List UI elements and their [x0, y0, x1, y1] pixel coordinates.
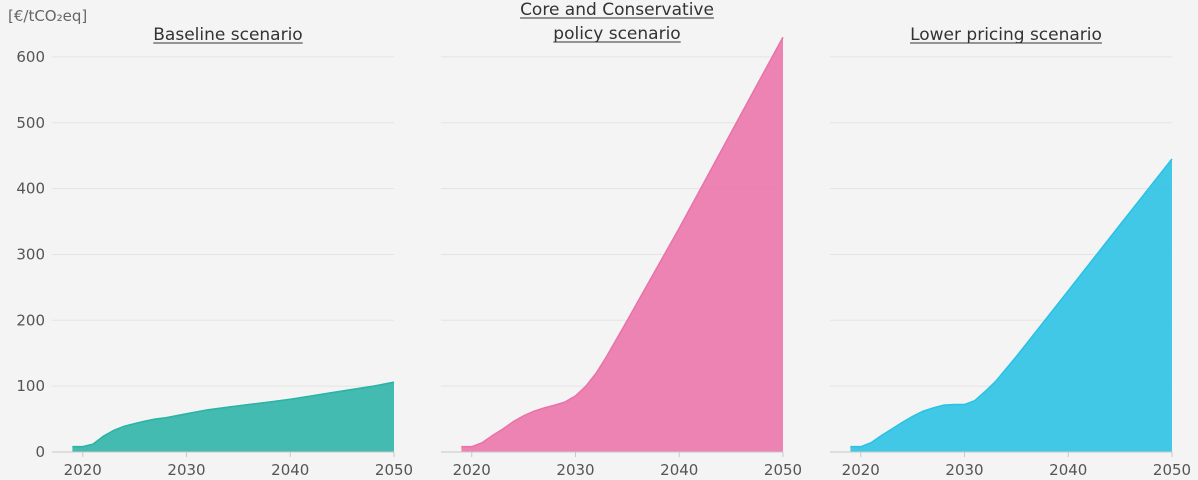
x-tick-label: 2020: [453, 461, 491, 479]
chart-panel-3: 2020 2030 2040 2050 Lower pricing scenario: [830, 25, 1191, 479]
y-tick-label: 300: [16, 245, 45, 263]
series-line: [72, 381, 395, 448]
y-tick-label: 0: [35, 443, 45, 461]
series-area: [461, 37, 783, 452]
x-tick-label: 2030: [167, 461, 205, 479]
x-tick-label: 2030: [556, 461, 594, 479]
x-tick-label: 2030: [945, 461, 983, 479]
x-tick-label: 2050: [1153, 461, 1191, 479]
chart-panel-1: 2020 2030 2040 2050 0 100 200 300 400 500 600 Basel…: [16, 25, 413, 479]
y-tick-label: 500: [16, 114, 45, 132]
chart-title: Core and Conservative: [520, 0, 714, 20]
series-line: [461, 36, 784, 448]
chart-title: policy scenario: [553, 24, 680, 44]
series-area: [72, 382, 395, 452]
chart-title: Lower pricing scenario: [910, 25, 1102, 45]
series-area: [850, 159, 1172, 452]
y-tick-label: 600: [16, 48, 45, 66]
x-tick-label: 2040: [1049, 461, 1087, 479]
x-tick-label: 2020: [64, 461, 102, 479]
x-tick-label: 2050: [375, 461, 413, 479]
chart-panel-2: 2020 2030 2040 2050 Core and Conservative pol…: [441, 0, 802, 479]
y-tick-label: 400: [16, 180, 45, 198]
x-tick-label: 2040: [660, 461, 698, 479]
x-tick-label: 2050: [764, 461, 802, 479]
y-tick-label: 100: [16, 377, 45, 395]
series-line: [850, 158, 1173, 448]
y-tick-label: 200: [16, 311, 45, 329]
x-tick-label: 2040: [271, 461, 309, 479]
y-axis-unit-label: [€/tCO₂eq]: [8, 7, 87, 25]
x-tick-label: 2020: [842, 461, 880, 479]
chart-title: Baseline scenario: [153, 25, 302, 45]
